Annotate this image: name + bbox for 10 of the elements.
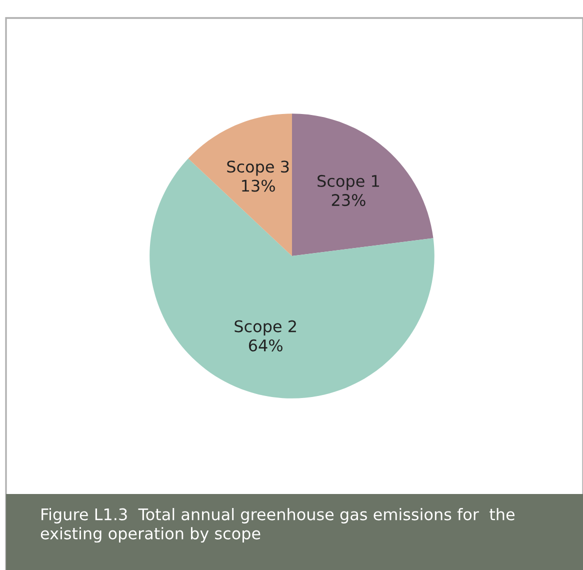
- data-label: 13%: [242, 180, 275, 192]
- pie-slice: [292, 114, 434, 256]
- slice-label: Scope 3: [227, 160, 289, 176]
- caption: Figure L1.3 Total annual greenhouse gas emissions for the existing operation by scope: [40, 508, 514, 543]
- slice-label: Scope 2: [234, 320, 296, 336]
- data-label: 23%: [332, 194, 366, 206]
- pie-slice: [150, 158, 434, 398]
- pie-slice: [188, 114, 292, 256]
- slice-label: Scope 1: [318, 174, 379, 190]
- data-label: 64%: [248, 339, 282, 352]
